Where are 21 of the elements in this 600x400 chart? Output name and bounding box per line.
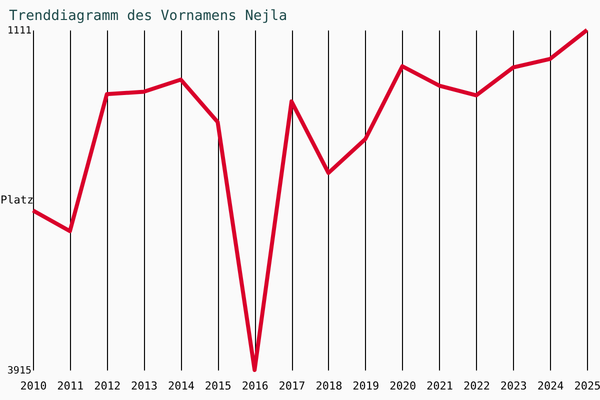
x-tick-label: 2020 [390,380,416,392]
x-tick-label: 2023 [500,380,527,392]
x-tick-label: 2013 [131,380,158,392]
line-series [31,28,589,372]
y-tick-label: 3915 [7,366,32,376]
y-tick-label: 1111 [7,26,32,36]
y-axis-title: Platz [0,194,34,206]
x-tick-label: 2022 [463,380,490,392]
x-tick-label: 2010 [20,380,47,392]
x-tick-label: 2012 [94,380,121,392]
chart-title: Trenddiagramm des Vornamens Nejla [9,8,288,24]
x-tick-label: 2017 [278,380,306,392]
x-tick-label: 2025 [574,380,600,392]
x-tick-label: 2024 [537,380,564,392]
x-tick-label: 2014 [168,380,195,392]
x-tick-label: 2021 [426,380,454,392]
x-tick-label: 2018 [316,380,342,392]
x-tick-label: 2011 [57,380,84,392]
x-tick-label: 2016 [242,380,268,392]
x-tick-label: 2019 [352,380,380,392]
x-tick-label: 2015 [204,380,232,392]
